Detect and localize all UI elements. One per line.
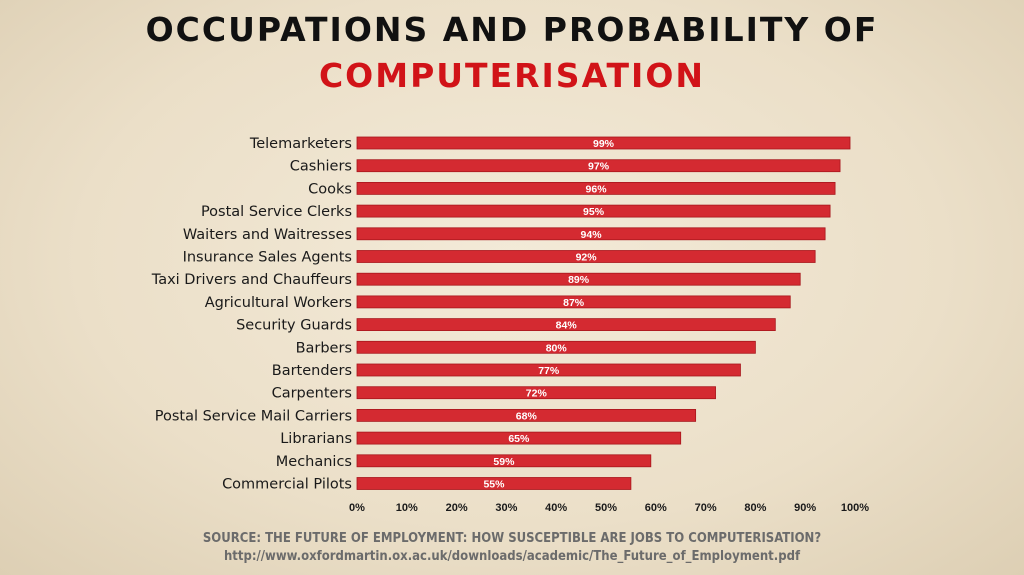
category-label: Insurance Sales Agents xyxy=(183,250,352,266)
data-label: 77% xyxy=(538,365,560,377)
bar xyxy=(356,363,741,377)
chart-title-line2: COMPUTERISATION xyxy=(318,56,706,95)
data-label: 95% xyxy=(583,206,605,218)
source-citation: SOURCE: THE FUTURE OF EMPLOYMENT: HOW SU… xyxy=(202,531,822,546)
category-label: Postal Service Mail Carriers xyxy=(155,408,352,424)
bar xyxy=(356,272,801,286)
bar xyxy=(356,477,632,490)
data-label: 87% xyxy=(563,297,585,309)
data-label: 55% xyxy=(483,479,505,491)
x-tick-label: 100% xyxy=(841,502,869,514)
data-label: 89% xyxy=(568,274,590,286)
bar xyxy=(356,250,816,263)
data-label: 94% xyxy=(581,229,603,241)
x-tick-label: 30% xyxy=(495,502,517,514)
data-label: 84% xyxy=(556,320,578,332)
data-label: 68% xyxy=(516,410,538,422)
category-label: Barbers xyxy=(296,340,352,356)
x-tick-label: 80% xyxy=(744,502,766,514)
chart-title-line1: OCCUPATIONS AND PROBABILITY OF xyxy=(145,10,879,49)
bar xyxy=(356,454,652,468)
data-label: 59% xyxy=(493,456,515,468)
category-label: Telemarketers xyxy=(249,136,352,152)
category-label: Bartenders xyxy=(272,363,352,379)
bar xyxy=(356,204,831,218)
category-label: Taxi Drivers and Chauffeurs xyxy=(151,272,352,288)
category-label: Cooks xyxy=(308,181,352,197)
category-label: Librarians xyxy=(280,431,352,447)
x-tick-label: 70% xyxy=(695,502,717,514)
bar xyxy=(356,318,776,332)
bar xyxy=(356,340,756,354)
data-label: 97% xyxy=(588,161,610,173)
x-tick-label: 0% xyxy=(349,502,365,514)
data-label: 65% xyxy=(508,433,530,445)
x-tick-label: 40% xyxy=(545,502,567,514)
bar xyxy=(356,295,791,309)
category-label: Mechanics xyxy=(276,454,352,470)
x-tick-label: 90% xyxy=(794,502,816,514)
data-label: 80% xyxy=(546,342,568,354)
data-label: 96% xyxy=(586,183,608,195)
bar xyxy=(356,408,697,422)
bar xyxy=(356,386,716,400)
category-label: Cashiers xyxy=(290,159,352,175)
source-url: http://www.oxfordmartin.ox.ac.uk/downloa… xyxy=(223,549,801,564)
data-label: 72% xyxy=(526,388,548,400)
category-label: Agricultural Workers xyxy=(205,295,352,311)
x-tick-label: 10% xyxy=(396,502,418,514)
category-label: Postal Service Clerks xyxy=(201,204,352,220)
x-tick-label: 60% xyxy=(645,502,667,514)
bar xyxy=(356,136,851,150)
data-label: 99% xyxy=(593,138,615,150)
bar xyxy=(356,181,836,195)
x-tick-label: 50% xyxy=(595,502,617,514)
x-tick-label: 20% xyxy=(446,502,468,514)
category-label: Commercial Pilots xyxy=(222,477,352,493)
data-label: 92% xyxy=(576,252,598,264)
bar xyxy=(356,159,841,173)
category-label: Waiters and Waitresses xyxy=(183,227,352,243)
bar xyxy=(356,431,682,445)
category-label: Carpenters xyxy=(272,386,352,402)
bar xyxy=(356,227,826,241)
category-label: Security Guards xyxy=(236,318,352,334)
